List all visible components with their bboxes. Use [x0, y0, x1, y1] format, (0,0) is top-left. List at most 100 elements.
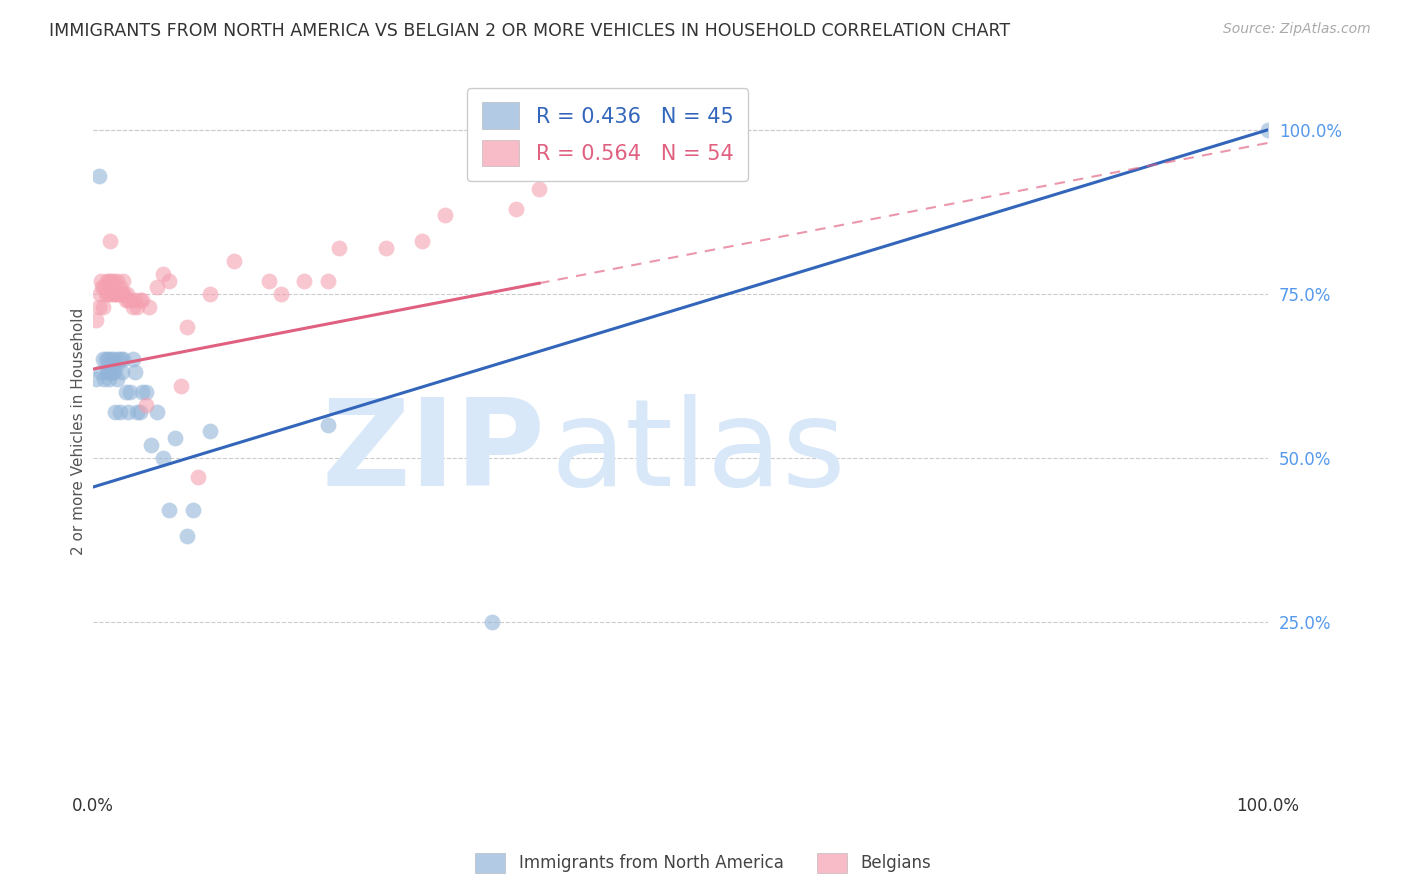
Point	[94, 286, 117, 301]
Point	[114, 385, 136, 400]
Point	[104, 286, 127, 301]
Point	[112, 352, 135, 367]
Point	[152, 450, 174, 465]
Point	[91, 280, 114, 294]
Point	[97, 366, 120, 380]
Point	[138, 300, 160, 314]
Point	[157, 274, 180, 288]
Point	[110, 286, 132, 301]
Point	[100, 274, 122, 288]
Y-axis label: 2 or more Vehicles in Household: 2 or more Vehicles in Household	[72, 308, 86, 555]
Point	[108, 280, 131, 294]
Point	[87, 300, 110, 314]
Point	[91, 352, 114, 367]
Point	[111, 286, 134, 301]
Point	[131, 293, 153, 308]
Point	[146, 405, 169, 419]
Text: Source: ZipAtlas.com: Source: ZipAtlas.com	[1223, 22, 1371, 37]
Point	[328, 241, 350, 255]
Point	[124, 366, 146, 380]
Legend: R = 0.436   N = 45, R = 0.564   N = 54: R = 0.436 N = 45, R = 0.564 N = 54	[467, 87, 748, 181]
Point	[163, 431, 186, 445]
Point	[96, 366, 118, 380]
Point	[98, 366, 121, 380]
Point	[112, 286, 135, 301]
Point	[124, 293, 146, 308]
Point	[105, 274, 128, 288]
Point	[121, 352, 143, 367]
Point	[107, 286, 129, 301]
Point	[97, 352, 120, 367]
Point	[114, 293, 136, 308]
Point	[97, 286, 120, 301]
Point	[117, 405, 139, 419]
Point	[84, 372, 107, 386]
Point	[101, 359, 124, 373]
Point	[316, 274, 339, 288]
Point	[270, 286, 292, 301]
Point	[481, 615, 503, 629]
Point	[87, 169, 110, 183]
Point	[120, 385, 142, 400]
Point	[170, 378, 193, 392]
Point	[1257, 123, 1279, 137]
Point	[90, 274, 112, 288]
Point	[292, 274, 315, 288]
Point	[98, 235, 121, 249]
Point	[157, 503, 180, 517]
Point	[111, 366, 134, 380]
Point	[103, 274, 125, 288]
Point	[105, 372, 128, 386]
Point	[146, 280, 169, 294]
Legend: Immigrants from North America, Belgians: Immigrants from North America, Belgians	[468, 847, 938, 880]
Point	[91, 300, 114, 314]
Point	[134, 385, 156, 400]
Point	[110, 352, 132, 367]
Point	[117, 293, 139, 308]
Text: IMMIGRANTS FROM NORTH AMERICA VS BELGIAN 2 OR MORE VEHICLES IN HOUSEHOLD CORRELA: IMMIGRANTS FROM NORTH AMERICA VS BELGIAN…	[49, 22, 1011, 40]
Point	[94, 352, 117, 367]
Point	[104, 405, 127, 419]
Point	[98, 274, 121, 288]
Point	[176, 529, 198, 543]
Point	[198, 425, 221, 439]
Point	[375, 241, 398, 255]
Point	[434, 208, 457, 222]
Point	[115, 286, 138, 301]
Point	[89, 286, 111, 301]
Text: atlas: atlas	[551, 394, 846, 511]
Point	[127, 300, 149, 314]
Point	[108, 405, 131, 419]
Point	[505, 202, 527, 216]
Point	[411, 235, 433, 249]
Point	[134, 398, 156, 412]
Point	[120, 293, 142, 308]
Point	[93, 280, 115, 294]
Point	[100, 366, 122, 380]
Point	[107, 352, 129, 367]
Point	[141, 437, 163, 451]
Point	[316, 417, 339, 432]
Point	[112, 274, 135, 288]
Point	[128, 405, 150, 419]
Point	[198, 286, 221, 301]
Point	[105, 359, 128, 373]
Point	[121, 300, 143, 314]
Point	[101, 286, 124, 301]
Point	[128, 293, 150, 308]
Point	[98, 359, 121, 373]
Point	[96, 274, 118, 288]
Point	[84, 313, 107, 327]
Point	[93, 372, 115, 386]
Point	[131, 385, 153, 400]
Point	[181, 503, 204, 517]
Point	[103, 352, 125, 367]
Point	[103, 366, 125, 380]
Point	[176, 319, 198, 334]
Point	[98, 286, 121, 301]
Point	[98, 372, 121, 386]
Point	[527, 182, 550, 196]
Point	[152, 267, 174, 281]
Point	[187, 470, 209, 484]
Text: ZIP: ZIP	[322, 394, 546, 511]
